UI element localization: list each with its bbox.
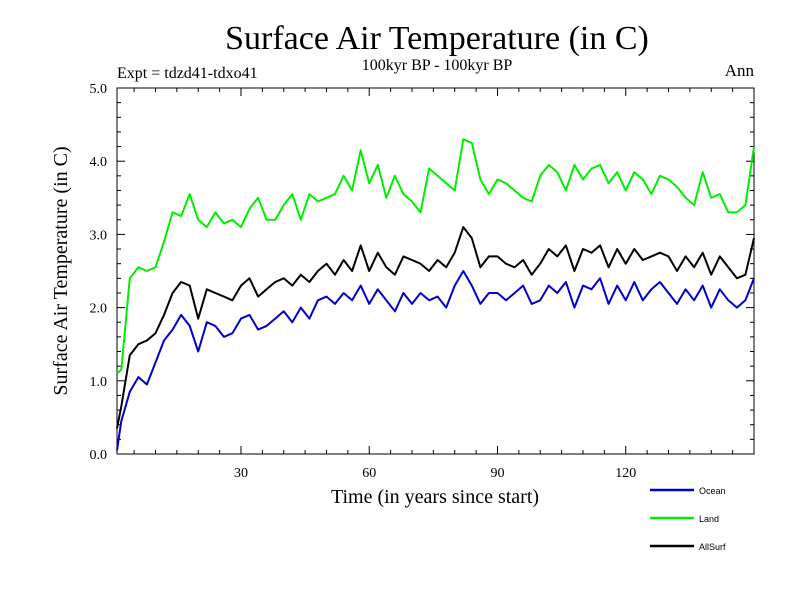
x-tick-label: 30 (234, 466, 248, 481)
series-line-land (116, 138, 755, 375)
y-tick-label: 2.0 (90, 302, 108, 317)
y-axis-label: Surface Air Temperature (in C) (50, 146, 72, 395)
series-line-allsurf (116, 226, 755, 429)
experiment-label: Expt = tdzd41-tdxo41 (117, 65, 258, 82)
x-axis-label: Time (in years since start) (331, 486, 539, 508)
x-tick-label: 60 (362, 466, 376, 481)
x-tick-label: 120 (615, 466, 636, 481)
x-tick-label: 90 (490, 466, 504, 481)
series-line-ocean (116, 270, 755, 451)
y-tick-label: 4.0 (90, 155, 108, 170)
chart-subtitle: 100kyr BP - 100kyr BP (362, 57, 513, 74)
season-label: Ann (725, 61, 755, 80)
y-tick-label: 5.0 (90, 82, 108, 97)
plot-area: 0.0 1.0 2.0 3.0 4.0 5.0 30 60 90 120 (90, 82, 755, 481)
chart-title: Surface Air Temperature (in C) (225, 20, 649, 57)
legend-label-land: Land (699, 514, 719, 524)
y-tick-label: 0.0 (90, 448, 108, 463)
legend: Ocean Land AllSurf (650, 486, 726, 552)
y-tick-label: 1.0 (90, 375, 108, 390)
legend-label-allsurf: AllSurf (699, 542, 726, 552)
plot-frame (116, 87, 755, 455)
legend-label-ocean: Ocean (699, 486, 726, 496)
y-tick-label: 3.0 (90, 228, 108, 243)
